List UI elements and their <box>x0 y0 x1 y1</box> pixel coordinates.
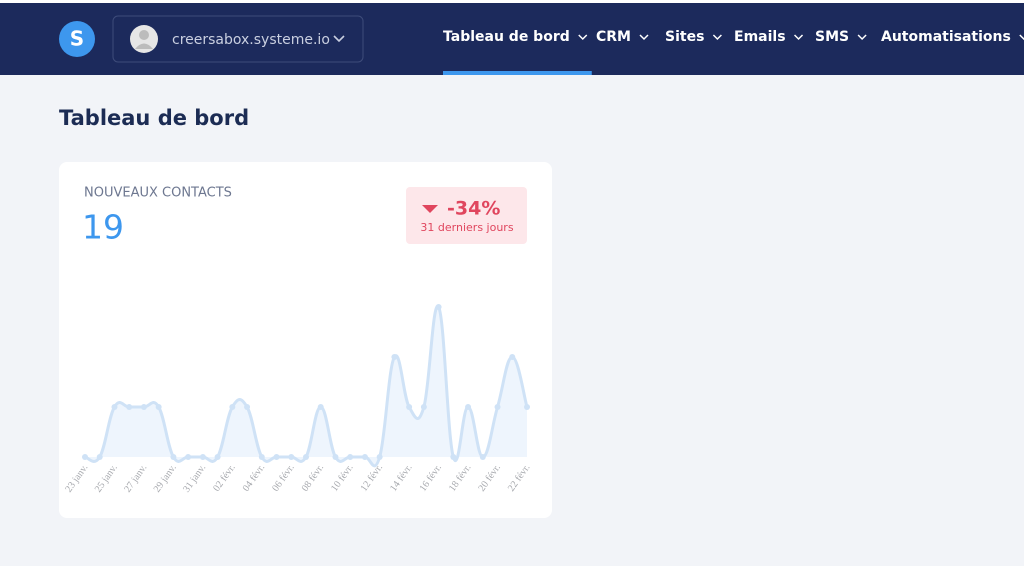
point <box>199 454 206 460</box>
point <box>391 354 398 360</box>
down-arrow <box>422 205 438 213</box>
point <box>185 454 192 460</box>
nav-chevron <box>794 34 804 41</box>
page-title: Tableau de bord <box>59 106 249 130</box>
nav-item[interactable]: Tableau de bord <box>443 29 570 45</box>
account-name: creersabox.systeme.io <box>172 32 330 48</box>
top-strip <box>0 0 1024 3</box>
point <box>376 454 383 460</box>
point <box>406 404 413 410</box>
point <box>126 404 133 410</box>
point <box>494 404 501 410</box>
avatar-head <box>139 30 149 40</box>
nav-item[interactable]: SMS <box>815 29 849 45</box>
point <box>347 454 354 460</box>
point <box>509 354 516 360</box>
point <box>479 454 486 460</box>
point <box>361 454 368 460</box>
logo[interactable] <box>59 21 95 57</box>
card-total: 19 <box>82 208 124 247</box>
point <box>465 404 472 410</box>
nav-chevron <box>578 34 588 41</box>
point <box>244 404 251 410</box>
point <box>524 404 530 410</box>
point <box>288 454 295 460</box>
point <box>435 304 442 310</box>
point <box>140 404 147 410</box>
active-underline <box>443 71 592 75</box>
card-title: NOUVEAUX CONTACTS <box>84 186 232 201</box>
point <box>111 404 118 410</box>
point <box>214 454 221 460</box>
nav: Tableau de bord CRM Sites Emails SMS Automati… <box>443 29 1024 75</box>
point <box>450 454 457 460</box>
avatar-body <box>135 43 153 49</box>
point <box>332 454 339 460</box>
area <box>85 306 527 466</box>
point <box>96 454 103 460</box>
point <box>258 454 265 460</box>
point <box>273 454 280 460</box>
point <box>155 404 162 410</box>
change-badge <box>406 187 527 244</box>
nav-item[interactable]: Automatisations <box>881 29 1011 45</box>
nav-item[interactable]: CRM <box>596 29 631 45</box>
change-period: 31 derniers jours <box>420 221 513 234</box>
chevron <box>333 35 345 43</box>
nav-item[interactable]: Emails <box>734 29 786 45</box>
nav-item[interactable]: Sites <box>665 29 704 45</box>
nav-chevron <box>857 34 867 41</box>
point <box>420 404 427 410</box>
point <box>82 454 88 460</box>
nav-chevron <box>639 34 649 41</box>
nav-chevron <box>712 34 722 41</box>
point <box>170 454 177 460</box>
logo-letter: S <box>70 27 84 51</box>
change-value: -34% <box>447 198 500 220</box>
point <box>317 404 324 410</box>
account-switcher[interactable] <box>112 15 364 63</box>
top-bar <box>0 3 1024 75</box>
point <box>303 454 309 460</box>
point <box>229 404 236 410</box>
